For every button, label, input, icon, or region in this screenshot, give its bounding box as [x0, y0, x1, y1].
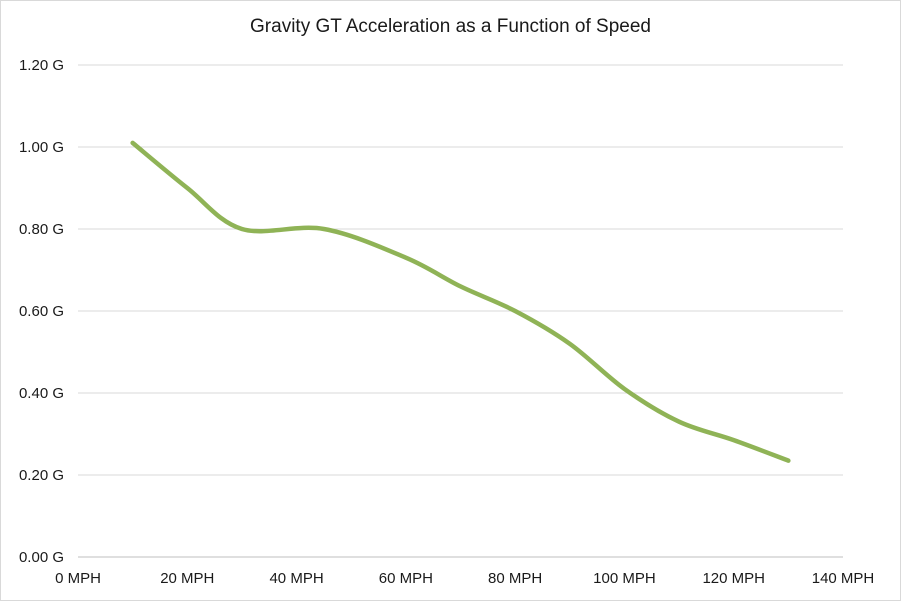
y-tick-label: 1.00 G: [19, 139, 64, 156]
y-tick-label: 0.20 G: [19, 467, 64, 484]
axes: 0.00 G 0.20 G 0.40 G 0.60 G 0.80 G 1.00 G 1.20…: [19, 57, 874, 587]
x-tick-label: 60 MPH: [379, 570, 433, 587]
series-layer: [130, 140, 791, 463]
x-tick-label: 20 MPH: [160, 570, 214, 587]
y-tick-label: 0.00 G: [19, 549, 64, 566]
y-tick-label: 0.40 G: [19, 385, 64, 402]
gridlines: [78, 64, 843, 476]
x-tick-label: 100 MPH: [593, 570, 656, 587]
chart-title: Gravity GT Acceleration as a Function of…: [250, 16, 651, 37]
y-tick-label: 1.20 G: [19, 57, 64, 74]
x-tick-label: 80 MPH: [488, 570, 542, 587]
y-tick-label: 0.60 G: [19, 303, 64, 320]
x-tick-label: 140 MPH: [812, 570, 875, 587]
y-tick-label: 0.80 G: [19, 221, 64, 238]
x-tick-label: 120 MPH: [702, 570, 765, 587]
series-line: [130, 140, 791, 463]
x-tick-label: 0 MPH: [55, 570, 101, 587]
x-tick-label: 40 MPH: [269, 570, 323, 587]
